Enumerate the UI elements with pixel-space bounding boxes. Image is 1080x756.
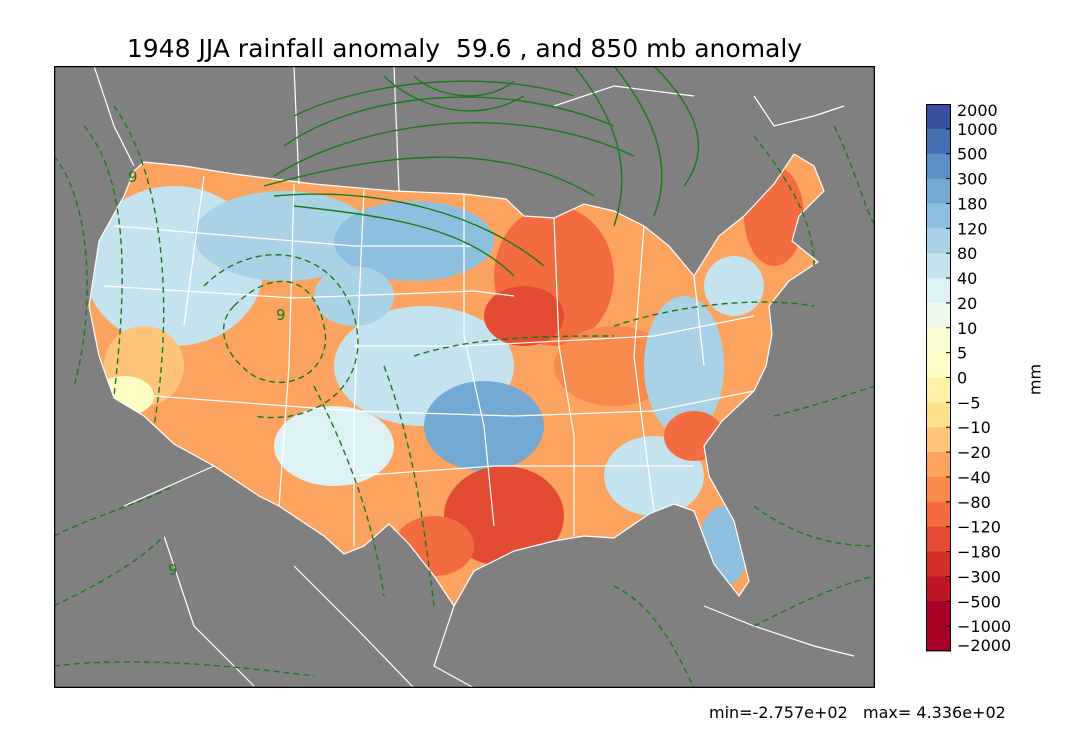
max-value: max= 4.336e+02 (863, 703, 1006, 722)
colorbar-tick-label: −300 (957, 567, 1001, 586)
colorbar-tick-label: 2000 (957, 104, 998, 120)
colorbar-swatch (926, 377, 951, 403)
colorbar-swatch (926, 104, 951, 130)
colorbar-tick-label: 180 (957, 194, 988, 213)
colorbar-swatches (926, 104, 951, 652)
colorbar-swatch (926, 153, 951, 180)
contour-label: 9 (276, 306, 286, 324)
colorbar-swatch (926, 427, 951, 453)
colorbar-tick-label: −5 (957, 393, 981, 412)
map-title: 1948 JJA rainfall anomaly 59.6 , and 850… (126, 34, 803, 63)
colorbar-swatch (926, 551, 951, 577)
colorbar-tick-label: −2000 (957, 636, 1011, 652)
colorbar-tick-label: −180 (957, 543, 1001, 562)
colorbar-tick-label: −500 (957, 592, 1001, 611)
colorbar-swatch (926, 178, 951, 204)
colorbar-frame (926, 104, 951, 651)
colorbar-tick-label: 80 (957, 244, 977, 263)
colorbar-tick-label: −80 (957, 493, 991, 512)
colorbar-swatch (926, 228, 951, 254)
colorbar-tick-label: 120 (957, 219, 988, 238)
colorbar-tick-label: 40 (957, 269, 977, 288)
colorbar-swatch (926, 402, 951, 428)
colorbar-swatch (926, 302, 951, 329)
colorbar-swatch (926, 576, 951, 602)
colorbar-swatch (926, 327, 951, 354)
colorbar-tick-label: 5 (957, 344, 967, 363)
contour-label: 9 (168, 561, 178, 579)
contour-label: 9 (128, 168, 138, 186)
political-boundaries (88, 66, 855, 688)
850mb-anomaly-contours (263, 66, 700, 277)
colorbar-swatch (926, 128, 951, 155)
colorbar-tick-label: 300 (957, 170, 988, 189)
map-frame (54, 66, 875, 688)
colorbar-swatch (926, 278, 951, 304)
colorbar-swatch (926, 501, 951, 528)
colorbar-swatch (926, 476, 951, 503)
colorbar-swatch (926, 601, 951, 627)
colorbar-tick-label: −1000 (957, 617, 1011, 636)
colorbar-tick-label: −10 (957, 418, 991, 437)
colorbar-swatch (926, 452, 951, 478)
850mb-negative-contours (54, 105, 875, 688)
colorbar-swatch (926, 352, 951, 378)
colorbar-tick-label: 500 (957, 145, 988, 164)
colorbar-unit-label: mm (1025, 363, 1045, 396)
stats-readout: min=-2.757e+02 max= 4.336e+02 (709, 703, 1006, 722)
min-value: min=-2.757e+02 (709, 703, 848, 722)
colorbar-tick-label: 0 (957, 369, 967, 388)
colorbar-tick-label: −40 (957, 468, 991, 487)
colorbar-swatch (926, 253, 951, 279)
colorbar-tick-label: 10 (957, 319, 977, 338)
colorbar-swatch (926, 203, 951, 229)
colorbar-swatch (926, 626, 951, 652)
colorbar-tick-label: 1000 (957, 120, 998, 139)
colorbar-tick-label: −120 (957, 518, 1001, 537)
colorbar-tick-label: 20 (957, 294, 977, 313)
colorbar-tick-label: −20 (957, 443, 991, 462)
rainfall-anomaly-map: 9 9 9 (54, 66, 875, 688)
colorbar-swatch (926, 526, 951, 553)
